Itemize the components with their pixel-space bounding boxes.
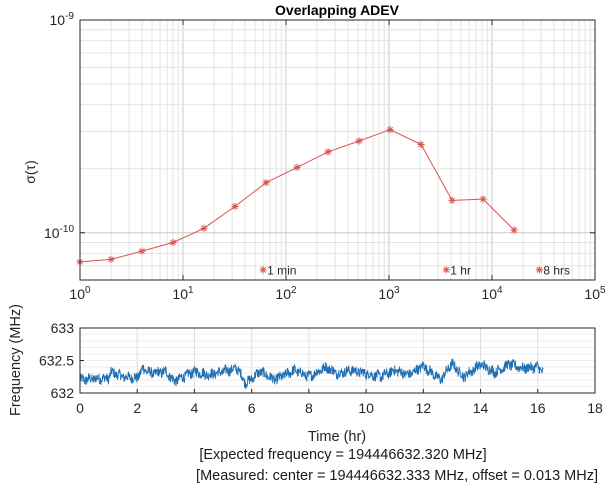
adev-point — [386, 126, 394, 134]
adev-annotations: 1 min 1 hr 8 hrs — [259, 263, 570, 277]
adev-point — [355, 137, 363, 145]
adev-point — [262, 179, 270, 187]
annotation-marker — [442, 266, 450, 274]
adev-title: Overlapping ADEV — [275, 2, 400, 18]
measured-frequency-note: [Measured: center = 194446632.333 MHz, o… — [196, 468, 598, 484]
adev-point — [107, 255, 115, 263]
frequency-ytick-label: 633 — [51, 320, 75, 336]
adev-ytick-label: 10-9 — [50, 11, 75, 28]
frequency-xtick-label: 10 — [358, 400, 374, 416]
adev-xtick-label: 104 — [481, 285, 503, 302]
annotation-marker — [259, 266, 267, 274]
adev-ticks: 100 101 102 103 104 105 10-10 10-9 — [44, 11, 606, 302]
frequency-xtick-label: 6 — [248, 400, 256, 416]
adev-axes: 1 min 1 hr 8 hrs 100 101 102 103 104 10510-1010… — [22, 2, 606, 302]
adev-point — [138, 247, 146, 255]
adev-ytick-label: 10-10 — [44, 224, 74, 241]
adev-point — [510, 226, 518, 234]
adev-xtick-label: 100 — [69, 285, 91, 302]
adev-point — [231, 202, 239, 211]
adev-point — [324, 148, 332, 156]
adev-series — [76, 126, 518, 266]
adev-plot-area — [80, 20, 595, 280]
frequency-ytick-label: 632 — [51, 385, 75, 401]
adev-xtick-label: 101 — [172, 285, 194, 302]
frequency-xlabel: Time (hr) — [308, 429, 366, 445]
frequency-ytick-label: 632.5 — [39, 353, 74, 369]
frequency-xtick-label: 16 — [530, 400, 546, 416]
adev-point — [200, 224, 208, 232]
frequency-xtick-label: 2 — [133, 400, 141, 416]
adev-point — [448, 196, 456, 204]
annotation-marker — [535, 266, 543, 274]
adev-ylabel: σ(τ) — [22, 160, 38, 184]
frequency-series — [79, 357, 544, 390]
frequency-ylabel: Frequency (MHz) — [8, 304, 24, 416]
expected-frequency-note: [Expected frequency = 194446632.320 MHz] — [199, 447, 487, 463]
frequency-xtick-label: 4 — [191, 400, 199, 416]
frequency-xtick-label: 8 — [305, 400, 313, 416]
annotation-label: 8 hrs — [543, 263, 570, 277]
frequency-xtick-label: 14 — [473, 400, 489, 416]
adev-point — [293, 163, 301, 171]
frequency-xtick-label: 0 — [76, 400, 84, 416]
adev-xtick-label: 102 — [275, 285, 297, 302]
adev-xtick-label: 105 — [584, 285, 606, 302]
annotation-label: 1 hr — [450, 263, 471, 277]
frequency-xtick-label: 12 — [416, 400, 432, 416]
frequency-ticks: 0 2 4 6 8 10 12 14 16 18 632 632.5 633 — [39, 320, 603, 416]
adev-point — [479, 195, 487, 203]
adev-point — [417, 140, 425, 149]
annotation-label: 1 min — [267, 263, 296, 277]
frequency-xtick-label: 18 — [587, 400, 603, 416]
adev-xtick-label: 103 — [378, 285, 400, 302]
adev-grid — [79, 19, 595, 281]
frequency-trace — [79, 357, 544, 390]
frequency-axes: 0 2 4 6 8 10 12 14 16 18 632 632.5 633 Time (hr) Fre… — [8, 304, 603, 445]
adev-point — [169, 238, 177, 247]
adev-axes-box — [79, 19, 596, 281]
